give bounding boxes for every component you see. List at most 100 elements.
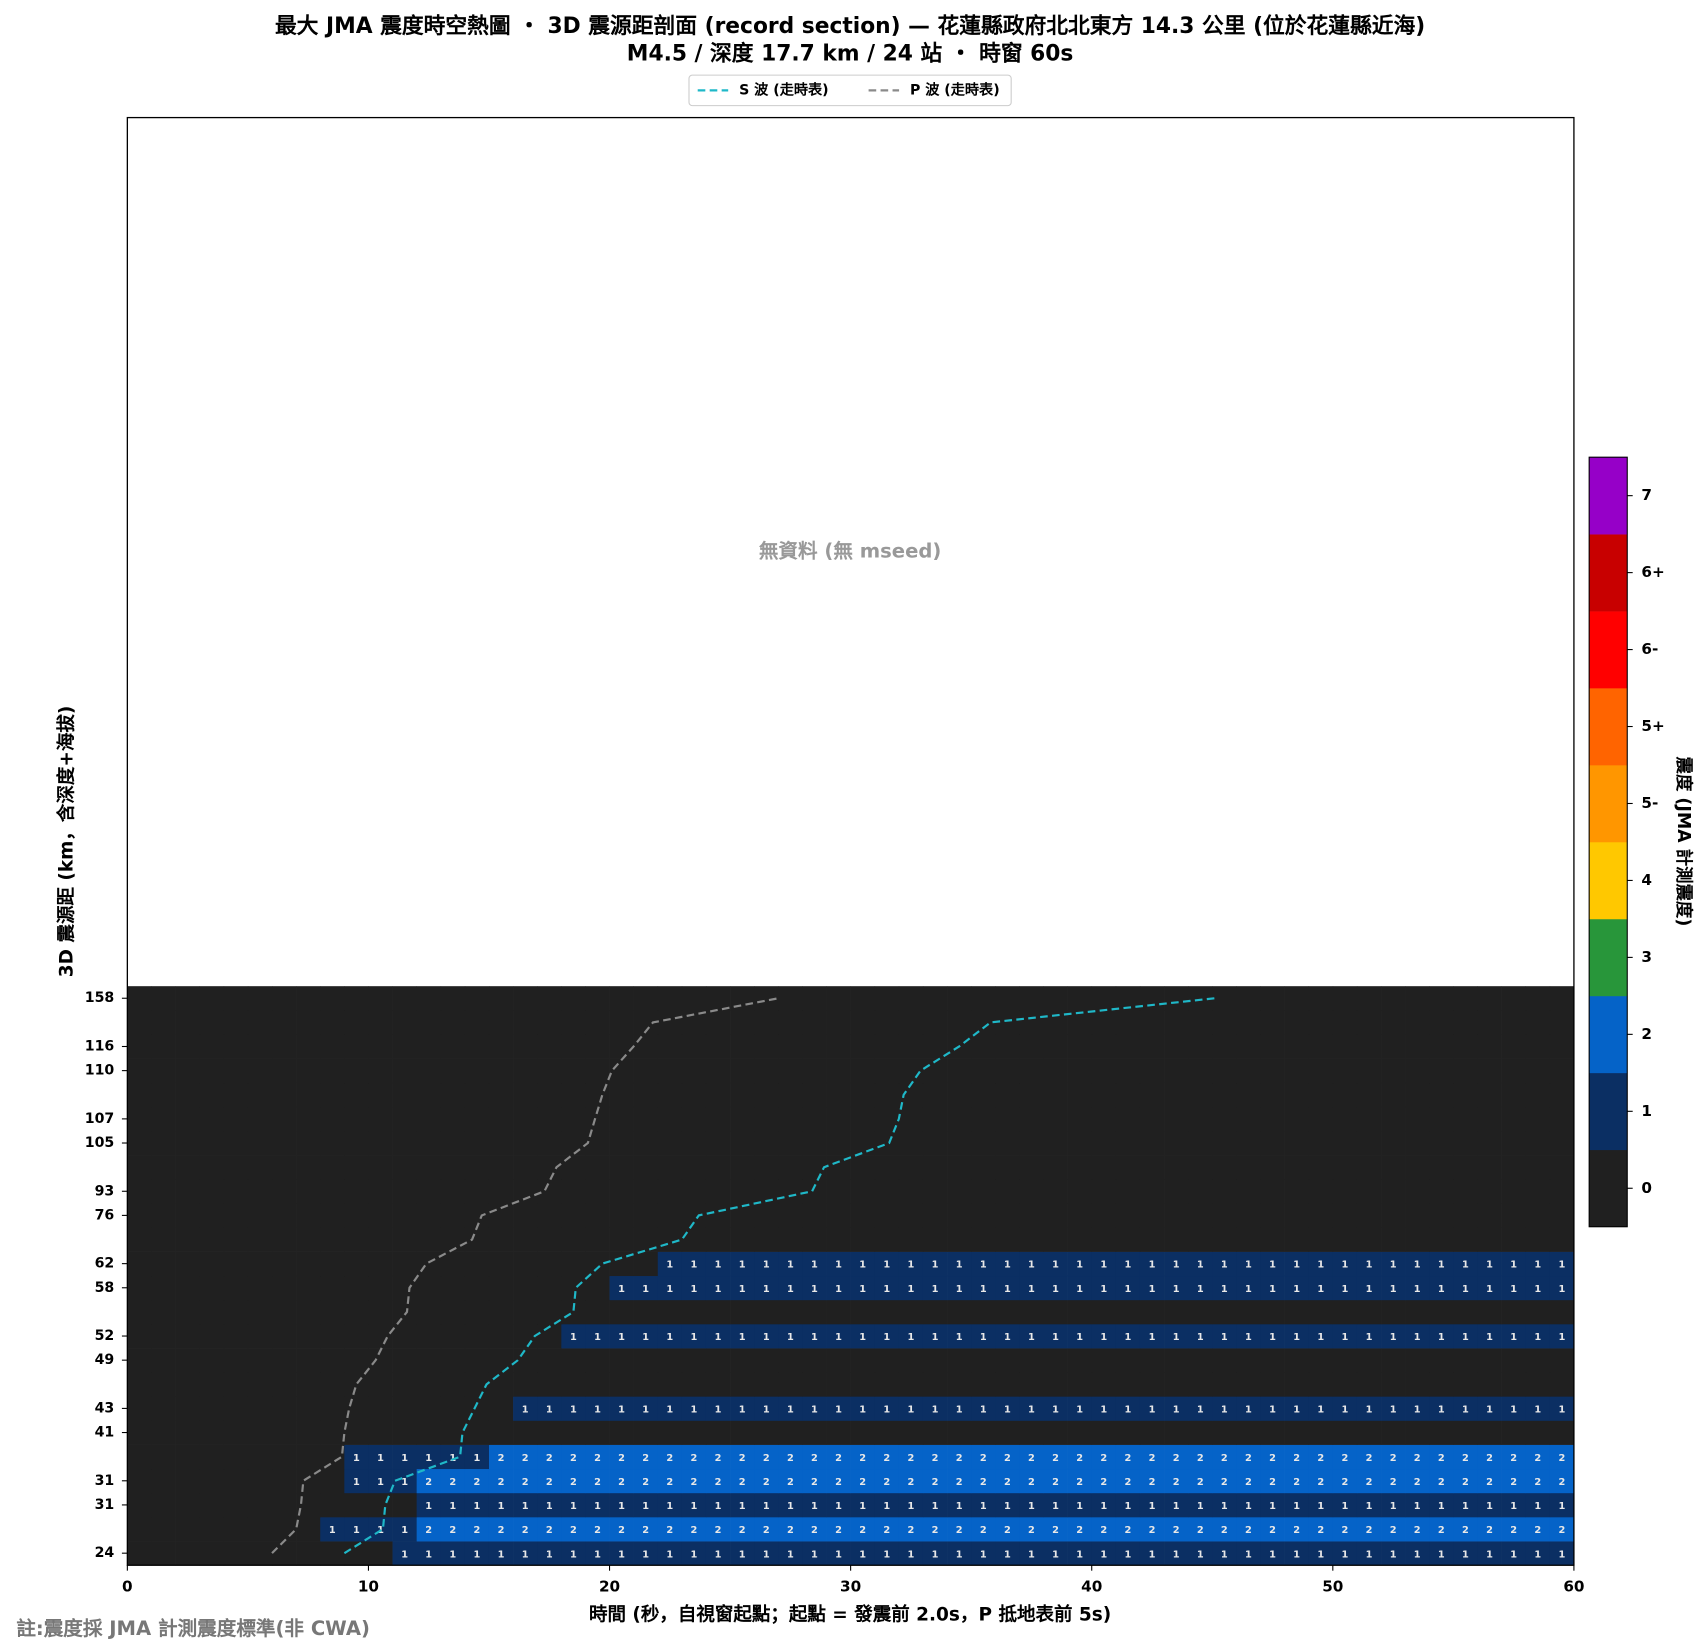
- colorbar-segment: [1589, 534, 1628, 612]
- heat-cell: [440, 1299, 466, 1325]
- travel-time-line: [343, 997, 1215, 1555]
- heat-cell: [585, 1251, 610, 1277]
- heat-cell: [1453, 1323, 1478, 1349]
- colorbar-segment: [1589, 611, 1628, 689]
- cell-label: 1: [835, 1501, 842, 1512]
- cell-label: 2: [691, 1453, 698, 1464]
- heat-cell: [223, 1251, 249, 1277]
- heat-cell: [488, 1516, 514, 1542]
- cell-label: 2: [1534, 1453, 1541, 1464]
- heat-cell: [1284, 1396, 1310, 1421]
- heat-cell: [1188, 1179, 1213, 1204]
- heat-cell: [802, 1058, 827, 1084]
- heat-cell: [464, 1396, 490, 1421]
- heat-cell: [1525, 1541, 1551, 1566]
- heat-cell: [681, 1082, 707, 1108]
- heat-cell: [971, 1396, 996, 1421]
- heat-cell: [1164, 1251, 1189, 1277]
- cell-label: 2: [425, 1525, 432, 1536]
- cell-label: 1: [1004, 1260, 1011, 1271]
- heat-cell: [320, 1106, 345, 1132]
- cell-label: 1: [811, 1405, 818, 1416]
- heat-cell: [488, 1010, 514, 1035]
- heat-cell: [392, 1492, 417, 1518]
- heat-cell: [730, 1058, 755, 1084]
- heat-cell: [657, 1275, 683, 1301]
- heat-cell: [1381, 1106, 1406, 1132]
- heat-cell: [127, 1203, 152, 1228]
- y-tick-label: 31: [95, 1497, 115, 1513]
- cell-label: 2: [1197, 1477, 1204, 1488]
- heat-cell: [561, 1179, 586, 1204]
- heat-cell: [368, 1323, 393, 1349]
- heat-cell: [1405, 1227, 1430, 1252]
- heat-cell: [826, 1179, 851, 1204]
- heat-cell: [1356, 1034, 1382, 1059]
- heat-cell: [778, 1130, 803, 1156]
- heat-cell: [151, 1251, 176, 1277]
- cell-label: 1: [1414, 1284, 1421, 1295]
- heat-cell: [1429, 1010, 1454, 1035]
- cell-label: 2: [1317, 1453, 1324, 1464]
- heat-cell: [898, 1372, 924, 1397]
- heat-cell: [1453, 1155, 1478, 1180]
- colorbar-tick-label: 0: [1641, 1179, 1652, 1197]
- heat-cell: [1115, 1130, 1141, 1156]
- heat-cell: [826, 1130, 851, 1156]
- heat-cell: [247, 1468, 273, 1494]
- heat-cell: [368, 1541, 393, 1566]
- cell-label: 1: [1414, 1260, 1421, 1271]
- heat-cell: [730, 1492, 755, 1518]
- heat-cell: [850, 1179, 876, 1204]
- heat-cell: [1188, 1516, 1213, 1542]
- heat-cell: [922, 986, 948, 1011]
- heat-cell: [368, 1130, 393, 1156]
- heat-cell: [947, 1492, 972, 1518]
- cell-label: 1: [1486, 1284, 1493, 1295]
- heat-cell: [1043, 1541, 1068, 1566]
- heat-cell: [1381, 1082, 1406, 1108]
- heat-cell: [247, 1106, 273, 1132]
- heat-cell: [633, 1323, 659, 1349]
- heat-cell: [1453, 1082, 1478, 1108]
- cell-label: 1: [1534, 1405, 1541, 1416]
- heat-cell: [1429, 1468, 1454, 1494]
- heat-cell: [1139, 1516, 1165, 1542]
- cell-label: 1: [377, 1477, 384, 1488]
- cell-label: 1: [739, 1284, 746, 1295]
- heat-cell: [1308, 1106, 1334, 1132]
- heat-cell: [247, 1034, 273, 1059]
- heat-cell: [730, 1516, 755, 1542]
- heat-cell: [850, 1227, 876, 1252]
- heat-cell: [609, 1372, 634, 1397]
- cell-label: 1: [1028, 1405, 1035, 1416]
- cell-label: 1: [763, 1549, 770, 1560]
- heat-cell: [1284, 1106, 1310, 1132]
- heat-cell: [1332, 1179, 1358, 1204]
- heat-cell: [1332, 1299, 1358, 1325]
- heat-cell: [1284, 1179, 1310, 1204]
- heat-cell: [1429, 1251, 1454, 1277]
- heat-cell: [1139, 1299, 1165, 1325]
- heat-cell: [368, 1203, 393, 1228]
- heat-cell: [344, 1034, 369, 1059]
- cell-label: 1: [1558, 1260, 1565, 1271]
- heat-cell: [151, 1275, 176, 1301]
- heat-cell: [392, 1179, 417, 1204]
- heat-cell: [561, 1444, 586, 1470]
- heat-cell: [1356, 1492, 1382, 1518]
- heat-cell: [1381, 1444, 1406, 1470]
- heat-cell: [440, 1130, 466, 1156]
- heat-cell: [1091, 1130, 1117, 1156]
- heat-cell: [272, 1541, 297, 1566]
- heat-cell: [1405, 1155, 1430, 1180]
- heat-cell: [898, 1541, 924, 1566]
- cell-label: 2: [811, 1477, 818, 1488]
- cell-label: 1: [1462, 1501, 1469, 1512]
- colorbar-tick-label: 4: [1641, 871, 1652, 889]
- heat-cell: [296, 986, 321, 1011]
- heat-cell: [513, 1516, 538, 1542]
- cell-label: 1: [691, 1284, 698, 1295]
- heat-cell: [272, 1396, 297, 1421]
- heat-cell: [1477, 1155, 1502, 1180]
